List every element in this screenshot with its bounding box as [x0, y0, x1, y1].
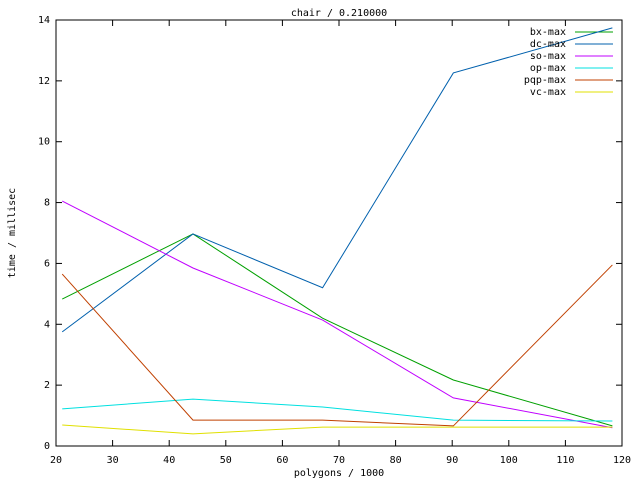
x-axis-label: polygons / 1000 — [294, 468, 384, 479]
x-tick-label: 70 — [333, 455, 345, 466]
chart-title: chair / 0.210000 — [291, 8, 387, 19]
y-tick-label: 6 — [44, 258, 50, 269]
series-line — [62, 398, 613, 422]
y-tick-label: 14 — [38, 15, 50, 26]
y-axis-label: time / millisec — [7, 188, 18, 278]
y-tick-label: 2 — [44, 380, 50, 391]
series-line — [61, 200, 613, 429]
x-tick-label: 100 — [500, 455, 518, 466]
y-tick-label: 0 — [44, 441, 50, 452]
x-tick-label: 120 — [613, 455, 631, 466]
x-tick-label: 20 — [50, 455, 62, 466]
x-tick-label: 90 — [446, 455, 458, 466]
series-line — [61, 27, 613, 333]
series-line — [62, 424, 613, 435]
x-tick-label: 110 — [556, 455, 574, 466]
x-tick-label: 60 — [276, 455, 288, 466]
y-tick-label: 10 — [38, 137, 50, 148]
legend-label: op-max — [530, 63, 566, 74]
series-line — [62, 233, 613, 427]
x-tick-label: 80 — [390, 455, 402, 466]
legend-label: vc-max — [530, 87, 566, 98]
legend-label: pqp-max — [524, 75, 566, 86]
x-tick-label: 30 — [107, 455, 119, 466]
legend-label: so-max — [530, 51, 566, 62]
y-tick-label: 8 — [44, 198, 50, 209]
y-tick-label: 4 — [44, 319, 50, 330]
y-tick-label: 12 — [38, 76, 50, 87]
legend-label: bx-max — [530, 27, 566, 38]
x-tick-label: 50 — [220, 455, 232, 466]
legend-label: dc-max — [530, 39, 566, 50]
series-line — [61, 264, 613, 427]
x-tick-label: 40 — [163, 455, 175, 466]
